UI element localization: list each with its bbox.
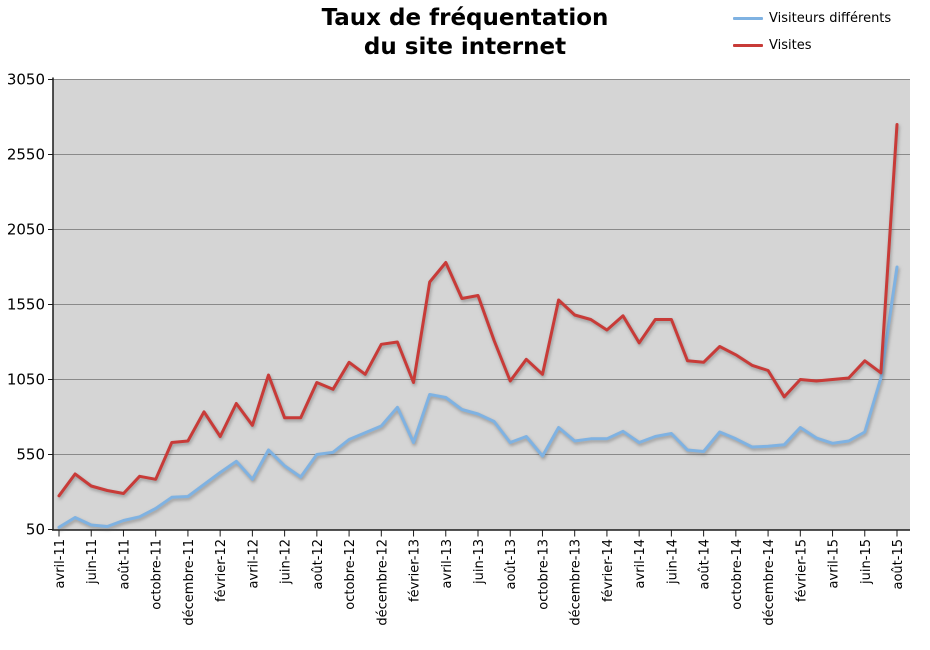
x-tick-label: juin-14	[665, 539, 680, 585]
x-tick-label: juin-15	[859, 539, 874, 585]
series-swatch-red-icon	[733, 43, 763, 47]
x-tick-label: juin-13	[472, 539, 487, 585]
legend-item-visites: Visites	[733, 35, 891, 55]
x-tick-label: décembre-13	[569, 539, 584, 626]
x-tick-label: octobre-14	[730, 539, 745, 610]
x-tick-label: décembre-12	[375, 539, 390, 626]
x-tick-label: avril-12	[246, 539, 261, 588]
series-line-visites	[57, 123, 899, 498]
x-tick-label: octobre-12	[343, 539, 358, 610]
x-tick-label: février-14	[601, 539, 616, 602]
x-tick-label: août-12	[311, 539, 326, 590]
x-tick-label: octobre-11	[150, 539, 165, 610]
x-tick-label: juin-12	[279, 539, 294, 585]
y-tick-label: 1050	[7, 371, 45, 389]
legend-label: Visiteurs différents	[769, 10, 892, 26]
x-tick-label: février-13	[408, 539, 423, 602]
x-tick-label: février-15	[794, 539, 809, 602]
legend-item-visiteurs-differents: Visiteurs différents	[733, 8, 891, 28]
x-tick-label: février-12	[214, 539, 229, 602]
x-tick-label: avril-11	[53, 539, 68, 588]
y-tick-label: 2050	[7, 221, 45, 239]
y-tick-label: 3050	[7, 71, 45, 89]
x-tick-label: octobre-13	[536, 539, 551, 610]
x-tick-label: juin-11	[85, 539, 100, 585]
x-tick-label: avril-14	[633, 539, 648, 588]
x-tick-label: août-13	[504, 539, 519, 590]
y-tick-label: 2550	[7, 146, 45, 164]
x-tick-label: décembre-11	[182, 539, 197, 626]
x-tick-label: décembre-14	[762, 539, 777, 626]
x-tick-label: août-14	[698, 539, 713, 590]
series-swatch-blue-icon	[733, 16, 763, 20]
y-tick-label: 550	[16, 446, 45, 464]
legend-label: Visites	[769, 37, 812, 53]
series-line-visiteurs-diff-rents	[57, 265, 899, 529]
y-tick-label: 1550	[7, 296, 45, 314]
y-tick-label: 50	[26, 521, 45, 539]
x-tick-label: avril-13	[440, 539, 455, 588]
x-tick-label: août-15	[891, 539, 906, 590]
legend: Visiteurs différents Visites	[733, 8, 891, 62]
x-tick-label: avril-15	[827, 539, 842, 588]
x-tick-label: août-11	[117, 539, 132, 590]
